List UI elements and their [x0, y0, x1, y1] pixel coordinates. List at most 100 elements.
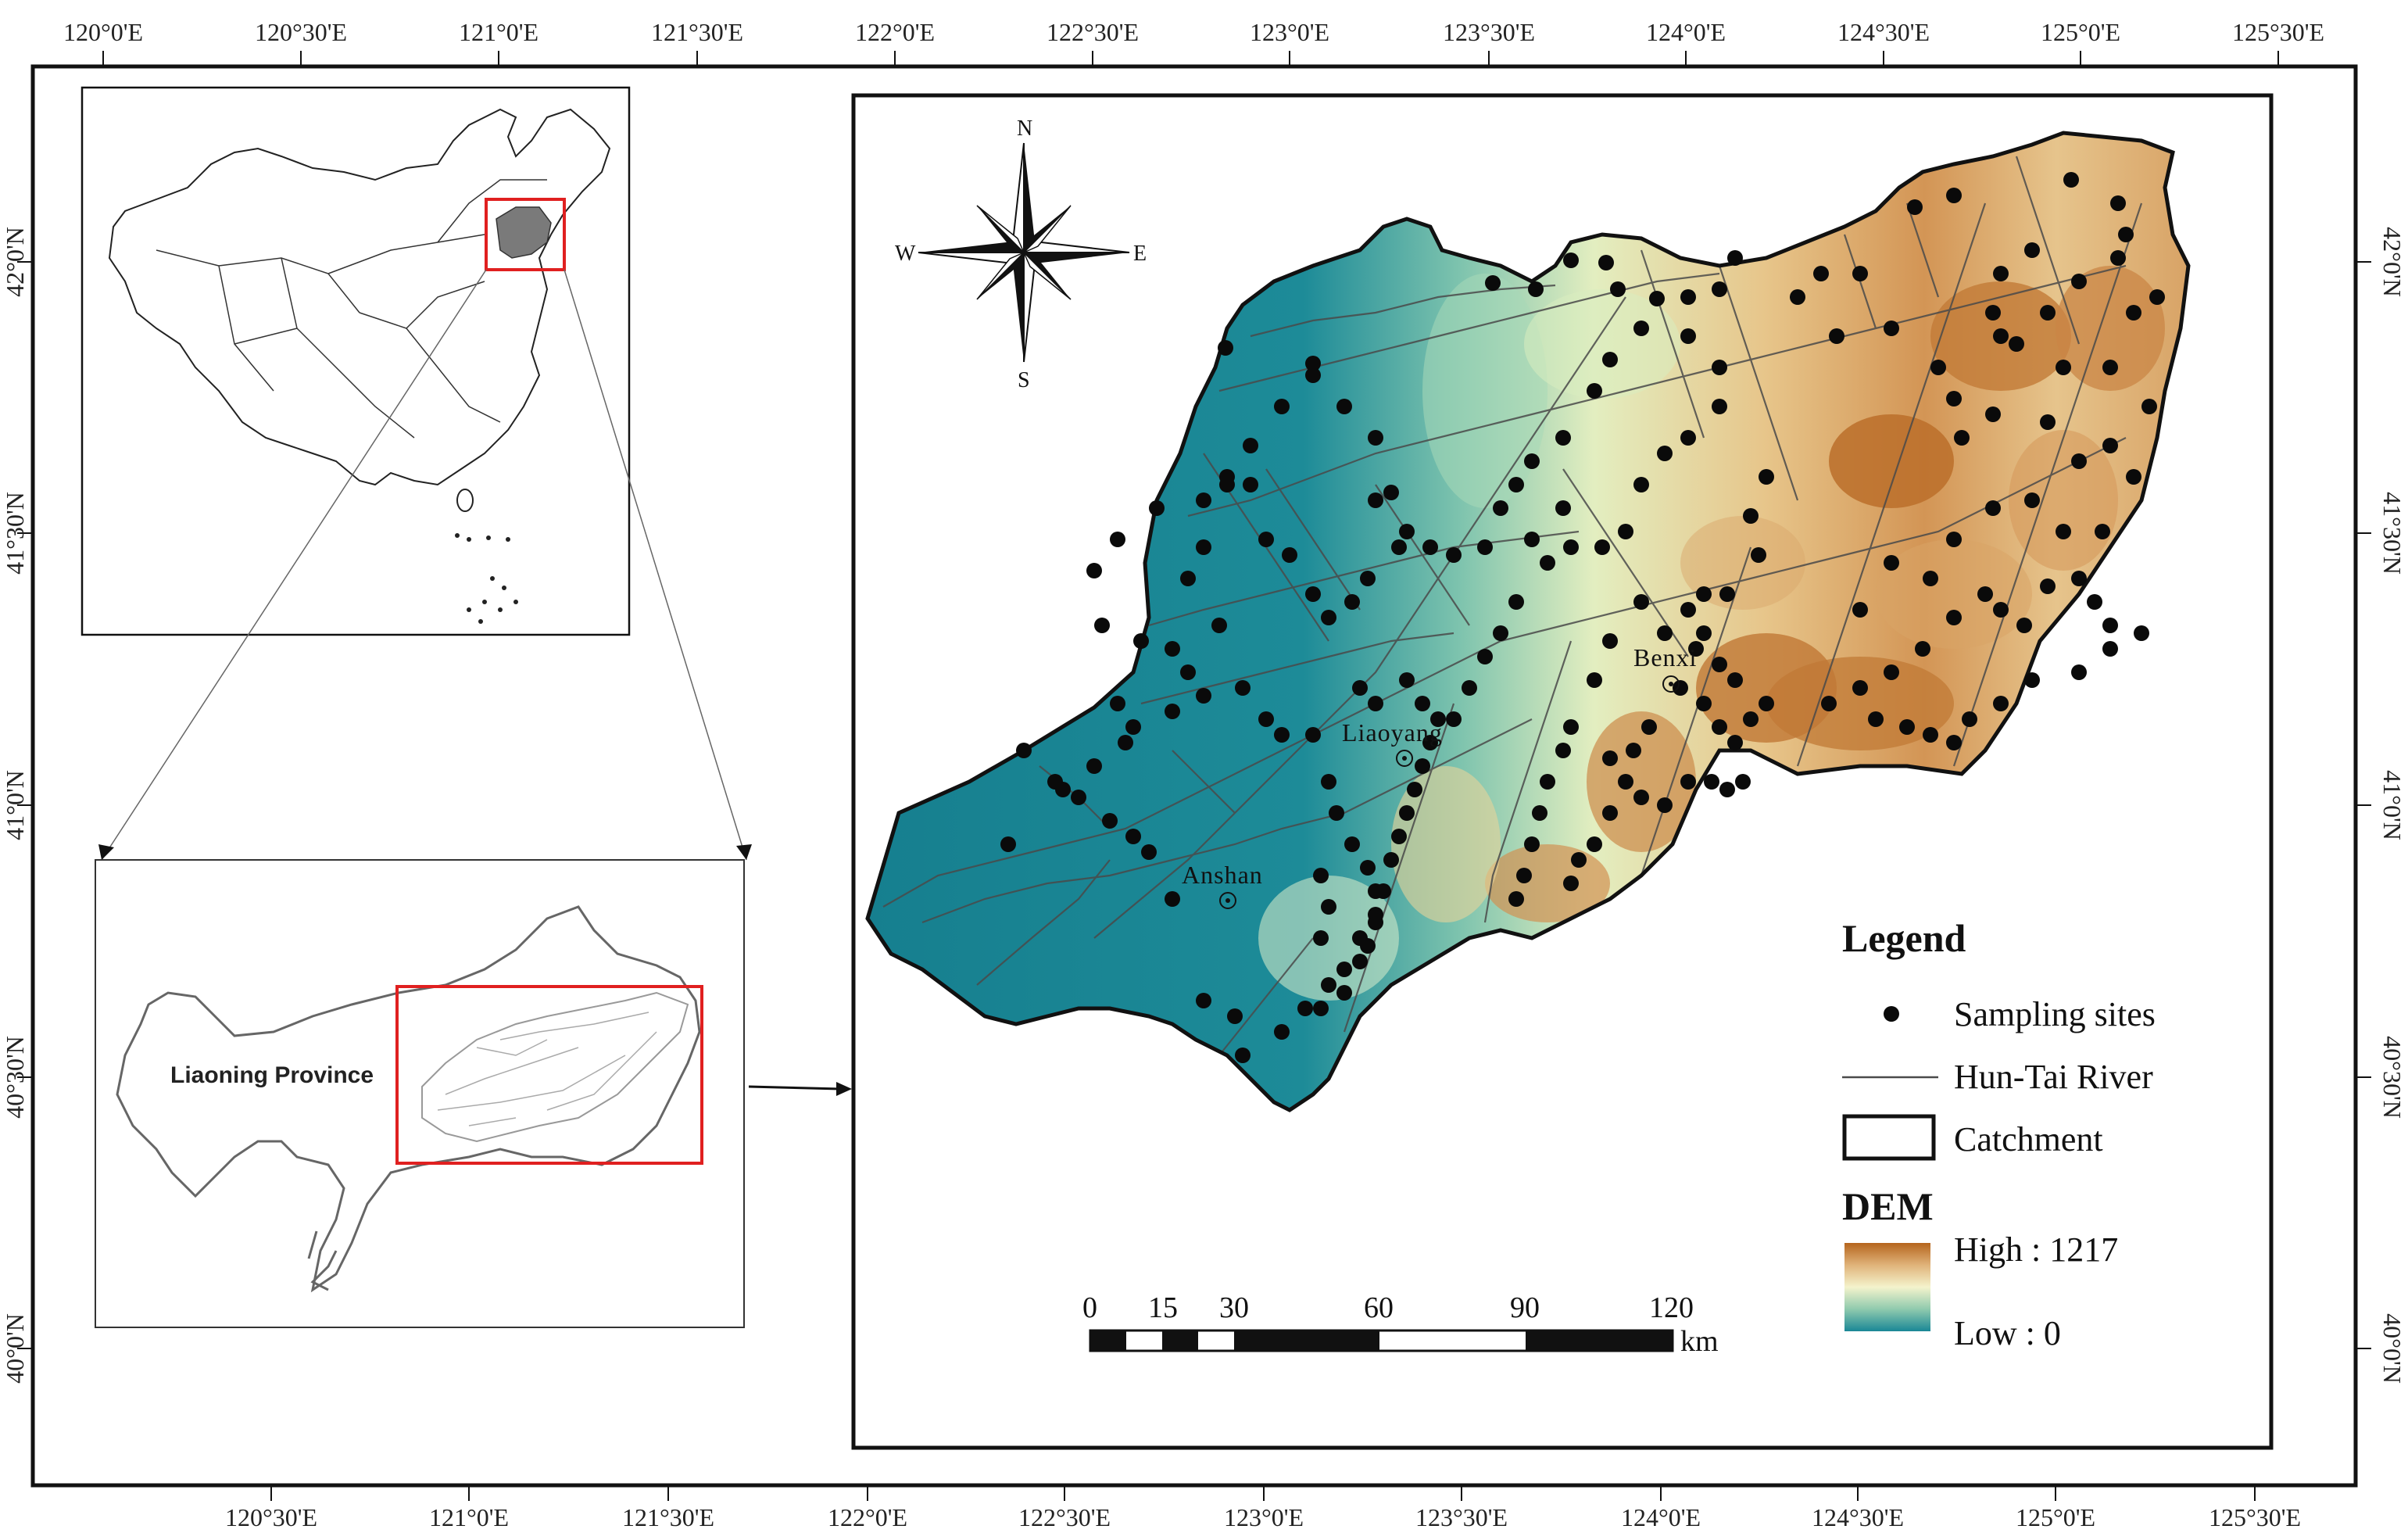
sampling-site-marker	[1712, 719, 1727, 735]
sampling-site-marker	[1196, 688, 1211, 704]
sampling-site-marker	[1243, 438, 1258, 453]
sampling-site-marker	[1321, 610, 1336, 625]
sampling-site-marker	[1399, 672, 1415, 688]
sampling-site-marker	[1696, 696, 1712, 711]
river-network	[882, 156, 2143, 1056]
sampling-site-marker	[1477, 649, 1493, 664]
top-tick-label: 123°30'E	[1443, 18, 1535, 46]
bottom-tick-label: 123°30'E	[1415, 1503, 1508, 1531]
sampling-site-marker	[1587, 672, 1602, 688]
sampling-site-marker	[1633, 790, 1649, 805]
sampling-site-marker	[1110, 532, 1125, 547]
sampling-site-marker	[2071, 274, 2087, 289]
top-tick-label: 120°30'E	[255, 18, 347, 46]
sampling-site-marker	[1508, 891, 1524, 907]
sampling-site-marker	[1180, 571, 1196, 586]
sampling-site-marker	[2040, 578, 2056, 594]
sampling-site-marker	[1415, 758, 1430, 774]
legend-catchment-symbol	[1842, 1114, 1936, 1161]
top-tick-label: 120°0'E	[63, 18, 143, 46]
sampling-site-marker	[1790, 289, 1805, 305]
sampling-site-marker	[1110, 696, 1125, 711]
sampling-site-marker	[1977, 586, 1993, 602]
sampling-site-marker	[1610, 281, 1626, 297]
sampling-site-marker	[1821, 696, 1837, 711]
sampling-site-marker	[1141, 844, 1157, 860]
sampling-site-marker	[1555, 430, 1571, 446]
sampling-site-marker	[1719, 782, 1735, 797]
sampling-site-marker	[2102, 438, 2118, 453]
liaoning-highlight-fill	[496, 206, 552, 259]
sampling-site-marker	[1587, 383, 1602, 399]
sampling-site-marker	[1680, 289, 1696, 305]
sampling-site-marker	[1125, 829, 1141, 844]
sampling-site-marker	[1657, 446, 1673, 461]
sampling-site-marker	[1633, 594, 1649, 610]
city-label-anshan: Anshan	[1182, 861, 1263, 889]
sampling-site-marker	[1352, 680, 1368, 696]
sampling-site-marker	[1235, 680, 1251, 696]
bottom-tick-label: 121°0'E	[429, 1503, 509, 1531]
sampling-site-marker	[1946, 610, 1962, 625]
legend-site-symbol	[1884, 1006, 1899, 1022]
sampling-site-marker	[2024, 242, 2040, 258]
sampling-site-marker	[1524, 453, 1540, 469]
legend-sampling-sites: Sampling sites	[1954, 995, 2156, 1033]
sampling-site-marker	[1985, 406, 2001, 422]
sampling-site-marker	[1532, 805, 1547, 821]
sampling-site-marker	[1000, 836, 1016, 852]
bottom-axis-ticks: 120°30'E 121°0'E 121°30'E 122°0'E 122°30'E 12…	[225, 1485, 2301, 1531]
liaoning-outline	[116, 905, 701, 1293]
sampling-site-marker	[2141, 399, 2157, 414]
sampling-site-marker	[1555, 743, 1571, 758]
top-tick-label: 122°0'E	[855, 18, 935, 46]
sampling-site-marker	[1305, 586, 1321, 602]
sampling-site-marker	[1923, 571, 1938, 586]
sampling-site-marker	[1344, 594, 1360, 610]
sampling-site-marker	[1391, 829, 1407, 844]
sampling-site-marker	[2016, 618, 2032, 633]
sampling-site-marker	[1391, 539, 1407, 555]
sampling-site-marker	[1923, 727, 1938, 743]
sampling-site-marker	[1133, 633, 1149, 649]
sampling-site-marker	[1915, 641, 1930, 657]
sampling-site-marker	[1493, 625, 1508, 641]
sampling-site-marker	[2071, 571, 2087, 586]
sampling-site-marker	[2095, 524, 2110, 539]
sampling-site-marker	[1563, 719, 1579, 735]
sampling-site-marker	[2024, 492, 2040, 508]
sampling-site-marker	[1743, 508, 1759, 524]
catchment-highlight-box	[395, 985, 703, 1165]
sampling-site-marker	[1485, 275, 1501, 291]
sampling-site-marker	[1993, 696, 2009, 711]
sampling-site-marker	[2126, 469, 2141, 485]
sampling-site-marker	[1352, 954, 1368, 969]
bottom-tick-label: 120°30'E	[225, 1503, 317, 1531]
sampling-site-marker	[2126, 305, 2141, 321]
sampling-site-marker	[1884, 555, 1899, 571]
sampling-site-marker	[1305, 356, 1321, 371]
sampling-site-marker	[1422, 539, 1438, 555]
sampling-site-marker	[2087, 594, 2102, 610]
sampling-site-marker	[1743, 711, 1759, 727]
scale-label-90: 90	[1510, 1291, 1540, 1324]
sampling-site-marker	[1680, 602, 1696, 618]
sampling-site-marker	[1813, 266, 1829, 281]
sampling-site-marker	[1344, 836, 1360, 852]
north-arrow-compass: N S E W	[895, 116, 1147, 392]
sampling-site-marker	[1094, 618, 1110, 633]
sampling-site-marker	[1383, 852, 1399, 868]
sampling-site-marker	[1594, 539, 1610, 555]
bottom-tick-label: 122°0'E	[828, 1503, 907, 1531]
sampling-site-marker	[1946, 188, 1962, 203]
sampling-site-marker	[1211, 618, 1227, 633]
liaoning-highlight-box	[485, 198, 566, 271]
sampling-site-marker	[1759, 469, 1774, 485]
sampling-site-marker	[1563, 876, 1579, 891]
sampling-site-marker	[1524, 836, 1540, 852]
sampling-site-marker	[1540, 774, 1555, 790]
sampling-site-marker	[2040, 305, 2056, 321]
scale-label-30: 30	[1219, 1291, 1249, 1324]
sampling-site-marker	[1086, 758, 1102, 774]
